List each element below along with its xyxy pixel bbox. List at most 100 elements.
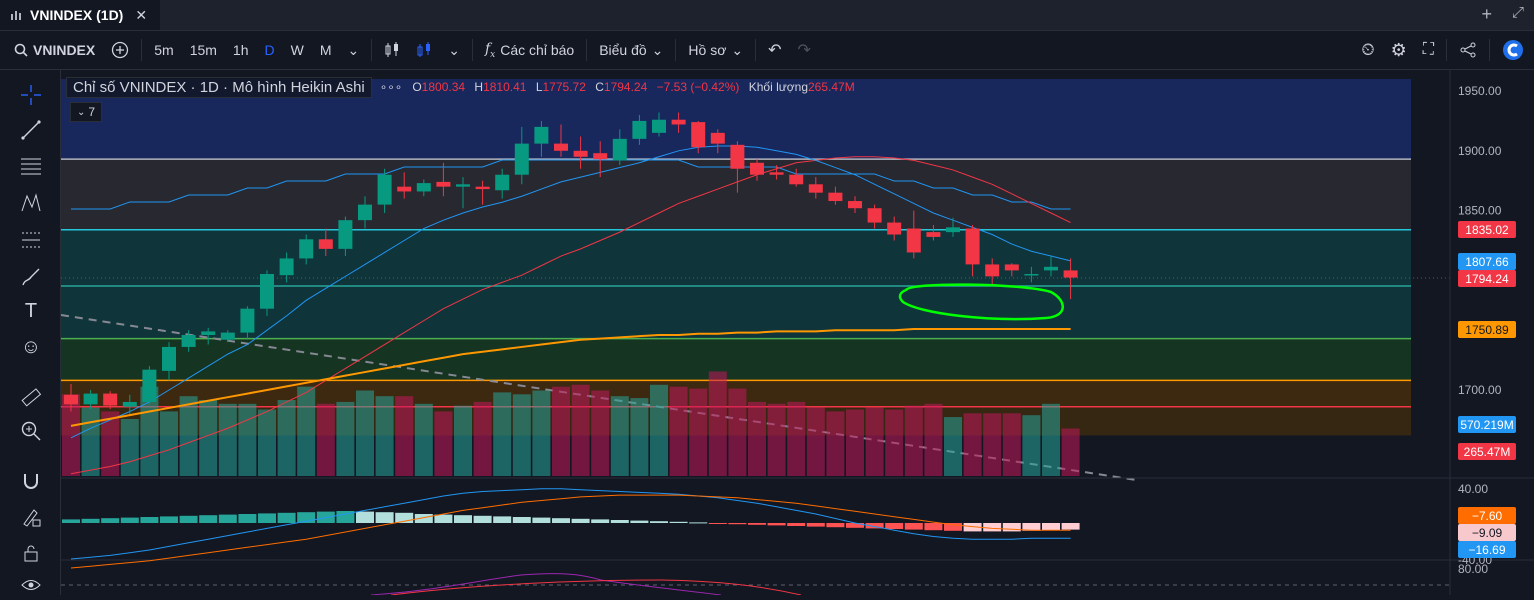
candle-body[interactable] (358, 204, 372, 221)
compare-button[interactable] (103, 31, 137, 69)
candle-body[interactable] (338, 220, 353, 249)
chart-tab[interactable]: VNINDEX (1D) ✕ (0, 0, 160, 30)
chart-type-button[interactable]: Biểu đồ ⌄ (591, 31, 671, 69)
fib-tool[interactable] (16, 150, 46, 180)
undo-button[interactable]: ↶ (760, 31, 789, 69)
candle-body[interactable] (573, 150, 588, 157)
crosshair-tool[interactable] (16, 80, 46, 110)
candle-body[interactable] (612, 138, 627, 161)
candle-body[interactable] (475, 186, 490, 190)
candle-body[interactable] (632, 120, 647, 139)
settings-button[interactable]: ⚙ (1383, 31, 1415, 69)
level-band (61, 229, 1411, 286)
candle-body[interactable] (220, 332, 235, 340)
symbol-search[interactable]: VNINDEX (0, 31, 103, 69)
indicators-collapse-button[interactable]: ⌄ 7 (70, 102, 102, 122)
candle-body[interactable] (1024, 273, 1039, 276)
candle-body[interactable] (554, 143, 568, 151)
candle-body[interactable] (887, 222, 902, 235)
visibility-tool[interactable] (16, 570, 46, 600)
candle-body[interactable] (985, 264, 1000, 277)
candle-body[interactable] (730, 144, 745, 169)
ma-slow-line[interactable] (70, 156, 1071, 475)
trendline-tool[interactable] (16, 115, 46, 145)
candle-body[interactable] (495, 174, 510, 191)
candle-body[interactable] (142, 369, 157, 402)
lock-tool[interactable] (16, 538, 46, 568)
pattern-tool[interactable] (16, 188, 46, 218)
new-tab-icon[interactable]: + (1481, 4, 1492, 24)
candle-body[interactable] (416, 183, 431, 192)
text-tool[interactable]: T (16, 296, 46, 326)
candle-body[interactable] (769, 172, 784, 175)
candle-body[interactable] (906, 228, 921, 253)
candle-body[interactable] (965, 228, 980, 265)
brush-tool[interactable] (16, 262, 46, 292)
candle-body[interactable] (534, 126, 549, 144)
candle-body[interactable] (83, 393, 98, 405)
candle-body[interactable] (867, 208, 882, 223)
interval-w[interactable]: W (290, 42, 304, 58)
fullscreen-button[interactable]: ⛶ (1415, 31, 1442, 69)
candle-body[interactable] (926, 232, 941, 237)
magnet-tool[interactable] (16, 466, 46, 496)
interval-5m[interactable]: 5m (154, 42, 174, 58)
candle-body[interactable] (181, 334, 196, 347)
candle-body[interactable] (201, 331, 216, 335)
candle-body[interactable] (279, 258, 294, 276)
candle-body[interactable] (318, 239, 333, 249)
candle-body[interactable] (848, 201, 862, 209)
ma-fast-line[interactable] (70, 145, 1071, 439)
profile-button[interactable]: Hồ sơ ⌄ (680, 31, 751, 69)
alert-button[interactable]: ⏲ (1353, 31, 1382, 69)
candle-body[interactable] (397, 186, 412, 192)
ruler-tool[interactable] (16, 382, 46, 412)
candle-body[interactable] (514, 143, 529, 175)
indicators-button[interactable]: fx Các chỉ báo (477, 31, 582, 69)
candle-body[interactable] (710, 132, 725, 144)
candle-body[interactable] (593, 153, 608, 160)
candle-body[interactable] (377, 174, 392, 205)
lock-drawing-tool[interactable] (16, 502, 46, 532)
candle-body[interactable] (691, 122, 706, 148)
ma-long-line[interactable] (70, 328, 1071, 427)
candle-body[interactable] (122, 401, 137, 407)
candle-body[interactable] (808, 184, 823, 193)
candle-body[interactable] (299, 239, 314, 259)
expand-icon[interactable]: ⤢ (1511, 4, 1524, 21)
legend-title[interactable]: Chỉ số VNINDEX · 1D · Mô hình Heikin Ash… (66, 76, 372, 98)
forecast-tool[interactable] (16, 225, 46, 255)
candle-body[interactable] (260, 273, 274, 309)
candle-body[interactable] (828, 192, 843, 202)
candle-body[interactable] (946, 227, 960, 233)
candle-body[interactable] (652, 119, 666, 133)
candle-body[interactable] (240, 308, 255, 333)
share-button[interactable] (1451, 31, 1485, 69)
candle-body[interactable] (1004, 264, 1019, 271)
candle-body[interactable] (1063, 270, 1078, 278)
interval-m[interactable]: M (319, 42, 332, 58)
interval-1h[interactable]: 1h (232, 42, 249, 58)
candle-body[interactable] (456, 184, 470, 187)
heikin-ashi-button[interactable] (408, 31, 440, 69)
more-icon[interactable]: ∘∘∘ (379, 80, 403, 94)
candle-body[interactable] (436, 181, 451, 187)
interval-dropdown[interactable]: ⌄ (340, 31, 368, 69)
style-dropdown[interactable]: ⌄ (440, 31, 468, 69)
candle-body[interactable] (103, 393, 118, 406)
candle-body[interactable] (64, 394, 78, 405)
close-icon[interactable]: ✕ (135, 6, 148, 23)
redo-button[interactable]: ↷ (790, 31, 819, 69)
candle-body[interactable] (1044, 266, 1058, 271)
candle-body[interactable] (750, 162, 764, 175)
zoom-tool[interactable] (16, 416, 46, 446)
main-chart[interactable]: 1950.001900.001850.001800.001750.001700.… (61, 70, 1534, 595)
candle-body[interactable] (162, 346, 176, 371)
interval-15m[interactable]: 15m (189, 42, 217, 58)
emoji-tool[interactable]: ☺ (16, 332, 46, 362)
bars-style-button[interactable] (376, 31, 408, 69)
highlight-ellipse-drawing[interactable] (898, 283, 1064, 321)
candle-body[interactable] (789, 174, 804, 185)
interval-d[interactable]: D (264, 42, 275, 58)
candle-body[interactable] (671, 119, 686, 125)
